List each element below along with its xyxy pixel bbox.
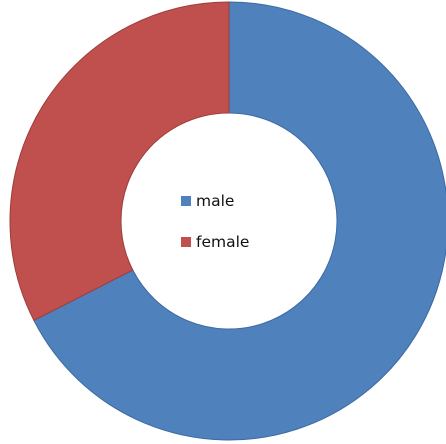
legend-label-female: female: [196, 233, 250, 251]
slice-male: [33, 1, 446, 441]
donut-slices: [9, 1, 446, 441]
legend-swatch-female: [181, 237, 191, 247]
slice-female: [9, 1, 230, 322]
legend-item-female: female: [181, 231, 249, 253]
legend-item-male: male: [181, 190, 249, 212]
chart-legend: male female: [181, 190, 249, 253]
legend-swatch-male: [181, 196, 191, 206]
legend-label-male: male: [196, 192, 235, 210]
